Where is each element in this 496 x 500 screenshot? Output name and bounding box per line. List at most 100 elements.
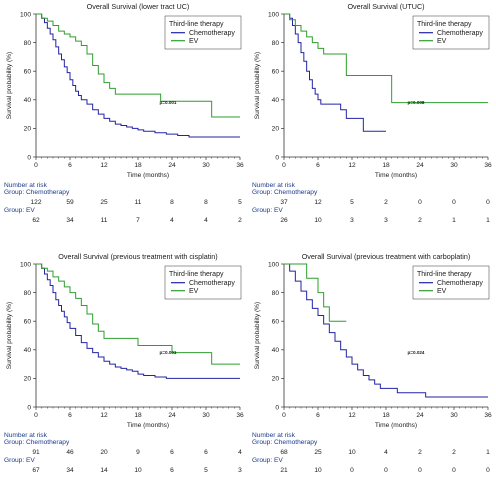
risk-count: 6 bbox=[204, 449, 208, 456]
risk-count: 25 bbox=[100, 199, 108, 206]
chart-title: Overall Survival (UTUC) bbox=[347, 2, 424, 11]
risk-count: 0 bbox=[486, 199, 490, 206]
risk-count: 8 bbox=[170, 199, 174, 206]
x-tick-label: 30 bbox=[202, 412, 210, 419]
risk-count: 10 bbox=[134, 467, 142, 474]
y-tick-label: 60 bbox=[272, 69, 280, 76]
y-tick-label: 0 bbox=[27, 154, 31, 161]
risk-count: 1 bbox=[486, 217, 490, 224]
risk-count: 10 bbox=[314, 217, 322, 224]
y-tick-label: 80 bbox=[24, 290, 32, 297]
x-tick-label: 18 bbox=[134, 412, 142, 419]
risk-count: 67 bbox=[32, 467, 40, 474]
y-tick-label: 20 bbox=[24, 126, 32, 133]
y-tick-label: 20 bbox=[24, 376, 32, 383]
risk-count: 0 bbox=[452, 199, 456, 206]
risk-count: 26 bbox=[280, 217, 288, 224]
x-tick-label: 36 bbox=[484, 162, 492, 169]
risk-count: 4 bbox=[238, 449, 242, 456]
risk-count: 0 bbox=[350, 467, 354, 474]
panel-utuc: Overall Survival (UTUC) 0 20 40 60 80 100 0 6 12 1… bbox=[248, 0, 496, 250]
x-tick-label: 6 bbox=[316, 412, 320, 419]
risk-group-label: Group: EV bbox=[4, 457, 35, 464]
risk-table-title: Number at risk bbox=[252, 182, 296, 189]
risk-count: 5 bbox=[238, 199, 242, 206]
chart-title: Overall Survival (previous treatment wit… bbox=[58, 252, 217, 261]
y-tick-label: 20 bbox=[272, 376, 280, 383]
risk-count: 11 bbox=[101, 217, 108, 224]
risk-count: 25 bbox=[314, 449, 322, 456]
risk-table-title: Number at risk bbox=[4, 182, 48, 189]
risk-count: 4 bbox=[170, 217, 174, 224]
risk-group-label: Group: Chemotherapy bbox=[4, 189, 70, 196]
risk-count: 7 bbox=[136, 217, 140, 224]
km-curve-chemotherapy bbox=[284, 13, 386, 132]
y-tick-label: 100 bbox=[20, 261, 31, 268]
x-tick-label: 30 bbox=[450, 412, 458, 419]
y-tick-label: 60 bbox=[24, 319, 32, 326]
y-tick-label: 80 bbox=[272, 290, 280, 297]
risk-group-label: Group: EV bbox=[4, 207, 35, 214]
risk-group-label: Group: Chemotherapy bbox=[252, 189, 318, 196]
risk-count: 2 bbox=[418, 449, 422, 456]
risk-count: 68 bbox=[280, 449, 288, 456]
km-chart-lower-tract-uc: Overall Survival (lower tract UC)0204060… bbox=[4, 2, 244, 224]
y-axis-label: Survival probability (%) bbox=[254, 52, 261, 119]
risk-count: 0 bbox=[452, 467, 456, 474]
risk-group-label: Group: EV bbox=[252, 457, 283, 464]
legend-entry-ev: EV bbox=[189, 288, 199, 295]
panel-lower-tract-uc: Overall Survival (lower tract UC) 0 20 40 60… bbox=[0, 0, 248, 250]
x-tick-label: 24 bbox=[416, 412, 424, 419]
km-curve-chemotherapy bbox=[36, 263, 240, 379]
risk-count: 21 bbox=[280, 467, 288, 474]
legend-entry-chemotherapy: Chemotherapy bbox=[189, 30, 235, 37]
risk-count: 34 bbox=[66, 467, 74, 474]
y-tick-label: 40 bbox=[24, 97, 32, 104]
y-tick-label: 100 bbox=[268, 261, 279, 268]
chart-title: Overall Survival (previous treatment wit… bbox=[302, 252, 471, 261]
x-tick-label: 24 bbox=[168, 412, 176, 419]
x-tick-label: 6 bbox=[68, 162, 72, 169]
km-chart-carboplatin: Overall Survival (previous treatment wit… bbox=[252, 252, 492, 474]
y-tick-label: 100 bbox=[20, 11, 31, 18]
x-tick-label: 18 bbox=[134, 162, 142, 169]
p-value-label: p=0.001 bbox=[160, 100, 177, 105]
panel-cisplatin: Overall Survival (previous treatment wit… bbox=[0, 250, 248, 500]
x-axis-label: Time (months) bbox=[127, 422, 169, 429]
risk-count: 6 bbox=[170, 449, 174, 456]
x-tick-label: 36 bbox=[236, 412, 244, 419]
risk-count: 1 bbox=[486, 449, 490, 456]
legend-entry-ev: EV bbox=[437, 288, 447, 295]
risk-count: 5 bbox=[204, 467, 208, 474]
risk-group-label: Group: Chemotherapy bbox=[4, 439, 70, 446]
risk-count: 3 bbox=[238, 467, 242, 474]
x-tick-label: 12 bbox=[100, 162, 108, 169]
risk-count: 20 bbox=[100, 449, 108, 456]
risk-count: 0 bbox=[418, 199, 422, 206]
y-tick-label: 0 bbox=[275, 154, 279, 161]
km-curve-ev bbox=[284, 263, 347, 322]
legend-entry-chemotherapy: Chemotherapy bbox=[437, 280, 483, 287]
x-tick-label: 18 bbox=[382, 162, 390, 169]
x-tick-label: 12 bbox=[348, 162, 356, 169]
y-axis-label: Survival probability (%) bbox=[6, 302, 13, 369]
legend-entry-chemotherapy: Chemotherapy bbox=[437, 30, 483, 37]
risk-count: 91 bbox=[32, 449, 40, 456]
y-tick-label: 0 bbox=[27, 404, 31, 411]
x-tick-label: 0 bbox=[34, 162, 38, 169]
risk-count: 5 bbox=[350, 199, 354, 206]
x-axis-label: Time (months) bbox=[127, 172, 169, 179]
chart-title: Overall Survival (lower tract UC) bbox=[87, 2, 190, 11]
risk-count: 10 bbox=[348, 449, 356, 456]
risk-count: 6 bbox=[170, 467, 174, 474]
x-tick-label: 0 bbox=[34, 412, 38, 419]
risk-count: 2 bbox=[418, 217, 422, 224]
risk-count: 2 bbox=[384, 199, 388, 206]
risk-count: 0 bbox=[418, 467, 422, 474]
risk-count: 8 bbox=[204, 199, 208, 206]
panel-carboplatin: Overall Survival (previous treatment wit… bbox=[248, 250, 496, 500]
y-tick-label: 0 bbox=[275, 404, 279, 411]
x-tick-label: 12 bbox=[348, 412, 356, 419]
risk-table-title: Number at risk bbox=[252, 432, 296, 439]
